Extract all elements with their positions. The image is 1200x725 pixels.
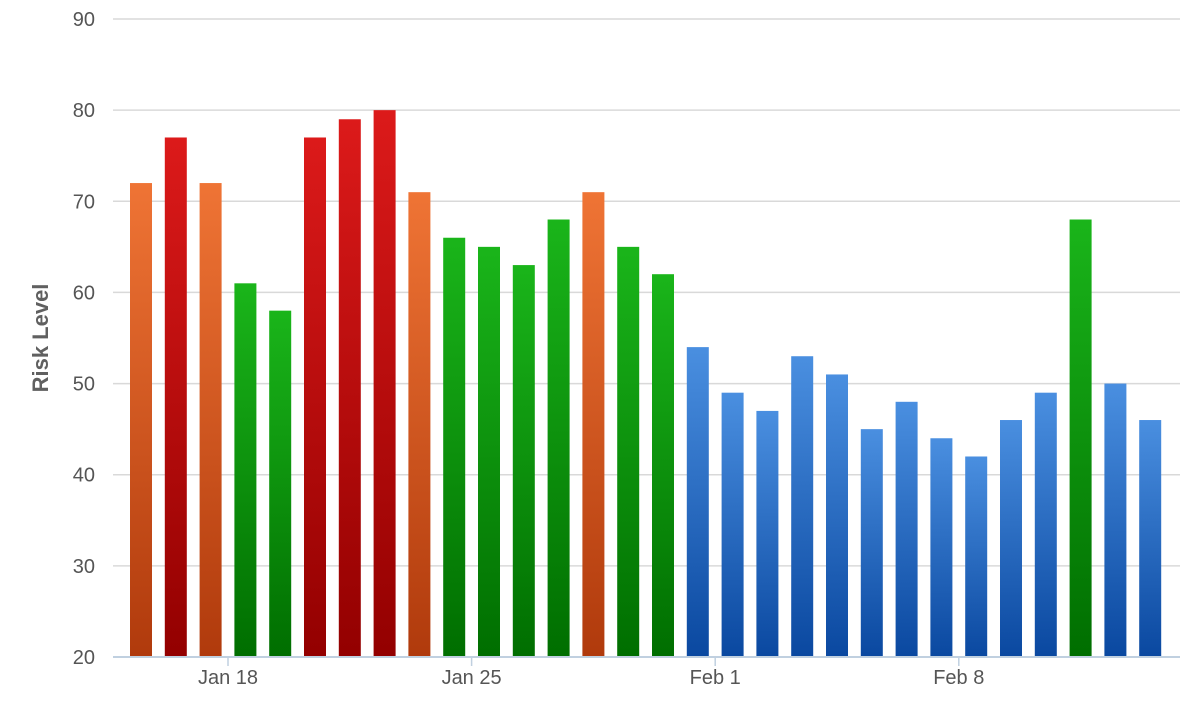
- x-tick-label: Jan 25: [442, 667, 502, 689]
- y-tick-label: 80: [73, 100, 95, 122]
- bar-6: [304, 137, 326, 657]
- bar-19: [756, 410, 779, 657]
- bar-17: [686, 347, 709, 657]
- bar-16: [652, 274, 674, 657]
- bar-20: [791, 356, 814, 657]
- y-tick-label: 70: [73, 191, 95, 213]
- bar-21: [826, 374, 848, 657]
- y-tick-label: 20: [73, 647, 95, 669]
- bar-11: [478, 246, 500, 657]
- y-tick-label: 90: [73, 9, 95, 31]
- bar-30: [1139, 420, 1162, 657]
- bar-8: [373, 110, 396, 657]
- bar-23: [895, 401, 918, 657]
- bar-3: [199, 183, 222, 658]
- bar-18: [721, 392, 744, 657]
- bar-10: [443, 237, 466, 657]
- y-tick-label: 40: [73, 465, 95, 487]
- x-tick-label: Feb 8: [933, 667, 984, 689]
- bar-7: [338, 119, 361, 657]
- bar-12: [512, 265, 535, 657]
- bar-9: [408, 192, 431, 657]
- bar-29: [1104, 383, 1127, 657]
- bar-13: [547, 219, 570, 657]
- bar-25: [965, 456, 988, 657]
- bar-22: [860, 429, 883, 657]
- bar-24: [930, 438, 953, 657]
- x-axis: Jan 18 Jan 25 Feb 1 Feb 8: [113, 656, 1180, 689]
- bar-14: [582, 192, 605, 657]
- x-tick-label: Feb 1: [690, 667, 741, 689]
- bar-5: [269, 310, 292, 657]
- bar-4: [234, 283, 257, 657]
- y-tick-label: 60: [73, 282, 95, 304]
- bar-15: [617, 246, 640, 657]
- bar-26: [1000, 420, 1022, 657]
- bar-1: [130, 183, 152, 658]
- y-tick-label: 30: [73, 556, 95, 578]
- bar-2: [164, 137, 187, 657]
- bar-28: [1069, 219, 1092, 657]
- bars: [130, 110, 1162, 658]
- x-tick-label: Jan 18: [198, 667, 258, 689]
- y-tick-label: 50: [73, 374, 95, 396]
- y-axis-title: Risk Level: [28, 284, 53, 393]
- bar-27: [1034, 392, 1057, 657]
- y-axis: 20 30 40 50 60 70 80 90: [73, 9, 95, 669]
